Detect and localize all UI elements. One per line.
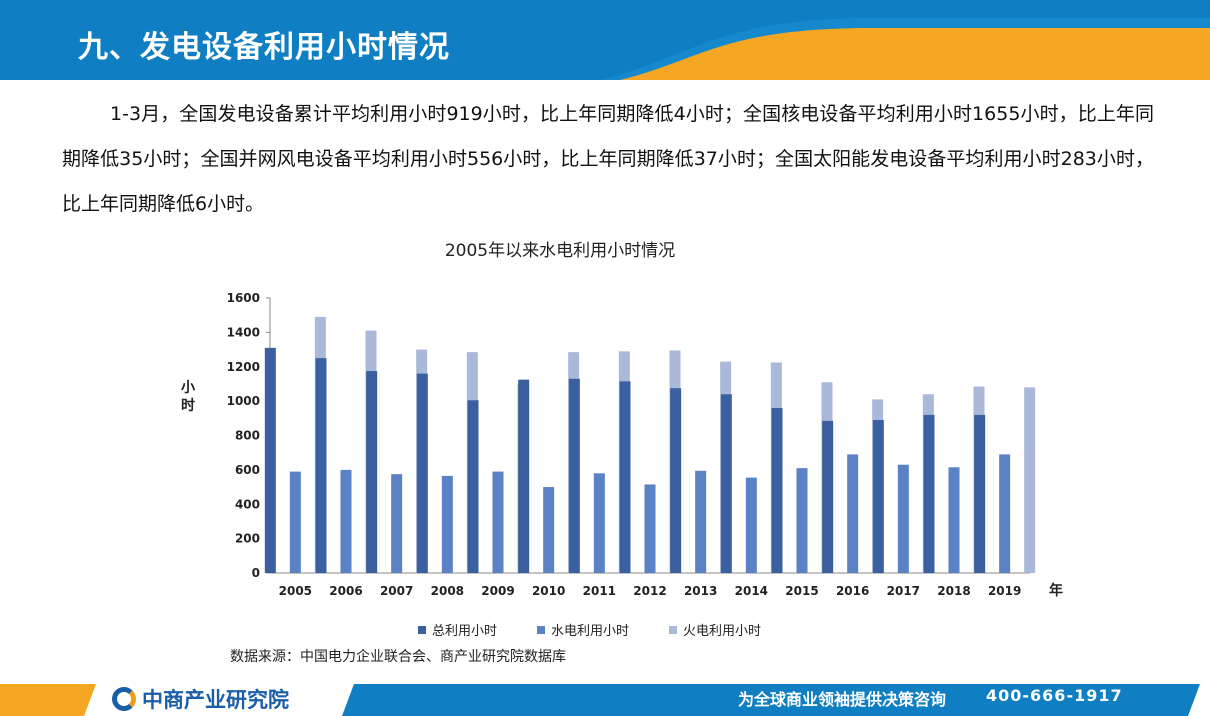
bar-hydro bbox=[695, 470, 707, 573]
footer-background bbox=[0, 684, 1200, 716]
x-tick-label: 2019 bbox=[988, 584, 1021, 598]
summary-paragraph: 1-3月，全国发电设备累计平均利用小时919小时，比上年同期降低4小时；全国核电… bbox=[62, 103, 1154, 215]
bar-hydro bbox=[543, 487, 555, 573]
x-tick-label: 2016 bbox=[836, 584, 869, 598]
y-axis-label-char: 时 bbox=[181, 397, 195, 414]
bar-hydro bbox=[391, 474, 403, 573]
brand-logo: 中商产业研究院 bbox=[112, 684, 289, 714]
x-tick-label: 2013 bbox=[684, 584, 717, 598]
bar-total bbox=[923, 414, 935, 573]
legend-swatch-thermal bbox=[669, 625, 678, 634]
bar-thermal bbox=[1024, 387, 1036, 573]
y-tick-label: 1600 bbox=[227, 291, 260, 305]
legend-swatch-total bbox=[418, 625, 426, 634]
chart-title: 2005年以来水电利用小时情况 bbox=[444, 241, 676, 261]
bar-total bbox=[720, 394, 732, 573]
bar-total bbox=[822, 420, 834, 573]
y-tick-label: 0 bbox=[252, 566, 260, 580]
footer-phone: 400-666-1917 bbox=[986, 686, 1123, 705]
bar-hydro bbox=[948, 467, 960, 573]
y-tick-label: 1200 bbox=[227, 360, 260, 374]
bar-hydro bbox=[644, 484, 656, 573]
header-background bbox=[0, 0, 1210, 80]
legend-swatch-hydro bbox=[537, 625, 546, 634]
y-tick-label: 400 bbox=[235, 497, 260, 511]
bar-total bbox=[568, 378, 580, 573]
x-tick-label: 2011 bbox=[583, 584, 616, 598]
x-tick-label: 2009 bbox=[481, 584, 514, 598]
legend-item-thermal: 火电利用小时 bbox=[669, 620, 761, 639]
bar-hydro bbox=[847, 454, 859, 573]
bar-total bbox=[872, 420, 884, 573]
x-tick-label: 2017 bbox=[887, 584, 920, 598]
header-banner: 九、发电设备利用小时情况 bbox=[0, 0, 1210, 80]
y-tick-label: 200 bbox=[235, 532, 260, 546]
x-axis-label: 年 bbox=[1049, 582, 1063, 599]
x-tick-label: 2007 bbox=[380, 584, 413, 598]
bar-hydro bbox=[289, 471, 301, 573]
footer-bar bbox=[0, 680, 1210, 716]
brand-logo-icon bbox=[112, 687, 136, 711]
x-tick-label: 2012 bbox=[633, 584, 666, 598]
footer-slogan: 为全球商业领袖提供决策咨询 bbox=[738, 690, 947, 709]
bar-total bbox=[518, 379, 530, 573]
y-axis-label-char: 小 bbox=[181, 380, 195, 396]
data-source: 数据来源：中国电力企业联合会、商产业研究院数据库 bbox=[230, 649, 566, 665]
bar-total bbox=[619, 381, 631, 573]
bar-total bbox=[264, 347, 276, 573]
bar-hydro bbox=[593, 473, 605, 573]
x-tick-label: 2008 bbox=[431, 584, 464, 598]
legend-item-total: 总利用小时 bbox=[418, 620, 497, 639]
bar-total bbox=[771, 408, 783, 573]
bar-hydro bbox=[745, 477, 757, 573]
y-tick-label: 800 bbox=[235, 429, 260, 443]
bar-total bbox=[670, 388, 682, 573]
y-tick-label: 1400 bbox=[227, 325, 260, 339]
bar-hydro bbox=[999, 454, 1011, 573]
bar-hydro bbox=[897, 464, 909, 573]
x-tick-label: 2014 bbox=[735, 584, 768, 598]
bar-total bbox=[416, 373, 428, 573]
bar-hydro bbox=[796, 468, 808, 573]
legend-label-thermal: 火电利用小时 bbox=[683, 624, 762, 639]
bar-total bbox=[366, 371, 378, 573]
bar-chart: 0 200 400 600 800 1000 1200 1400 1600 小时 2005 2006 2… bbox=[181, 291, 1063, 599]
bar-total bbox=[974, 414, 986, 573]
x-tick-label: 2005 bbox=[279, 584, 312, 598]
x-tick-label: 2018 bbox=[937, 584, 970, 598]
bar-hydro bbox=[340, 469, 352, 573]
page-title: 九、发电设备利用小时情况 bbox=[78, 30, 450, 65]
x-tick-label: 2010 bbox=[532, 584, 565, 598]
bar-hydro bbox=[492, 471, 504, 573]
x-tick-label: 2015 bbox=[785, 584, 818, 598]
legend-label-hydro: 水电利用小时 bbox=[551, 624, 630, 639]
legend-item-hydro: 水电利用小时 bbox=[537, 620, 629, 639]
bar-hydro bbox=[441, 475, 453, 573]
y-tick-label: 600 bbox=[235, 463, 260, 477]
brand-name: 中商产业研究院 bbox=[142, 688, 289, 712]
x-tick-label: 2006 bbox=[329, 584, 362, 598]
summary-text: 1-3月，全国发电设备累计平均利用小时919小时，比上年同期降低4小时；全国核电… bbox=[62, 92, 1154, 227]
y-tick-label: 1000 bbox=[227, 394, 260, 408]
bar-total bbox=[467, 400, 479, 573]
bar-total bbox=[315, 358, 327, 573]
chart-legend: 总利用小时 水电利用小时 火电利用小时 bbox=[418, 620, 761, 639]
legend-label-total: 总利用小时 bbox=[432, 624, 498, 639]
